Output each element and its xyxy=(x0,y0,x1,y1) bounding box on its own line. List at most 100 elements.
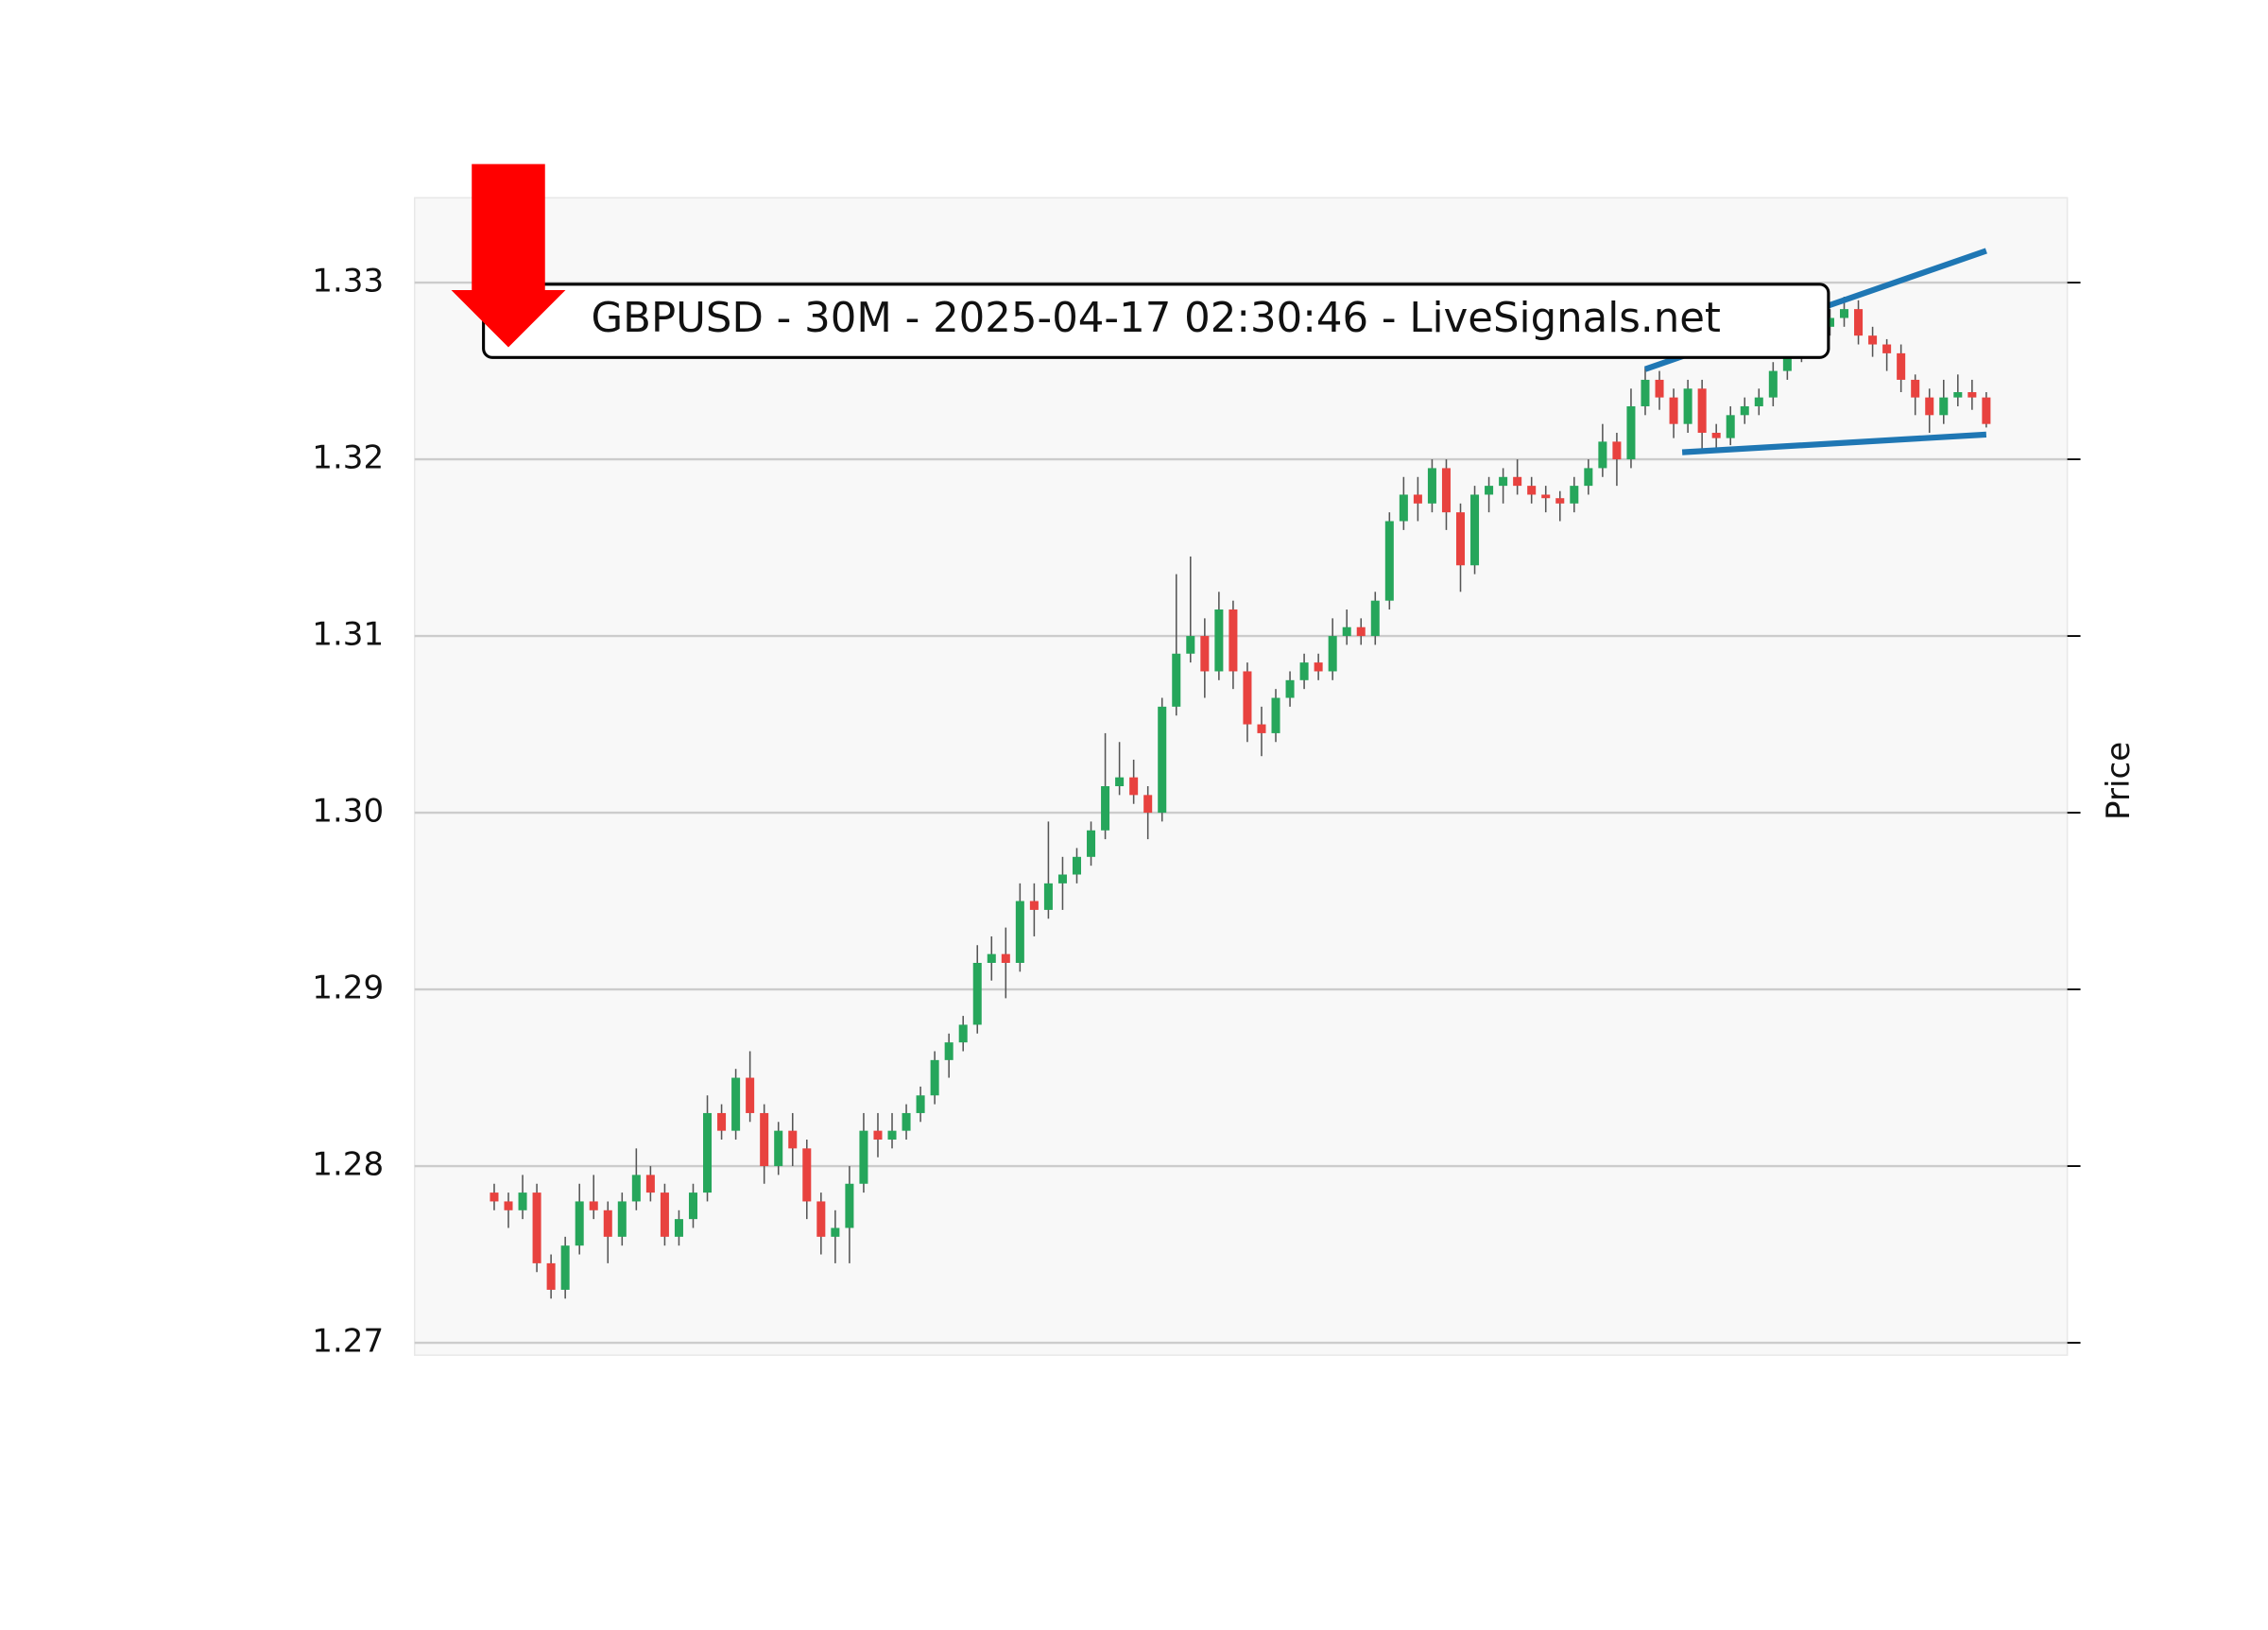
candle-body xyxy=(1939,397,1949,416)
candle-body xyxy=(1101,786,1110,831)
candle-body xyxy=(1399,494,1408,522)
candle-body xyxy=(1655,379,1664,398)
candle-body xyxy=(1882,344,1892,353)
y-tick-label: 1.31 xyxy=(312,616,384,654)
candle-body xyxy=(731,1077,741,1131)
candle-body xyxy=(1584,468,1593,487)
candle-body xyxy=(1911,379,1920,398)
candle-body xyxy=(660,1192,669,1237)
candle-body xyxy=(1982,397,1991,424)
candle-body xyxy=(774,1130,783,1167)
candle-body xyxy=(1840,309,1849,318)
candle-body xyxy=(532,1192,541,1263)
candle-body xyxy=(1384,521,1394,601)
candle-body xyxy=(1342,626,1351,637)
candle-body xyxy=(1455,512,1466,566)
candle-body xyxy=(1925,397,1934,416)
candle-body xyxy=(1754,397,1763,406)
candle-body xyxy=(1285,679,1295,698)
candle-body xyxy=(816,1201,826,1237)
candle-body xyxy=(788,1130,798,1149)
candle-body xyxy=(1683,388,1692,424)
chart-title: GBPUSD - 30M - 2025-04-17 02:30:46 - Liv… xyxy=(592,295,1721,342)
candle-body xyxy=(603,1210,612,1237)
candle-body xyxy=(645,1175,655,1193)
candle-body xyxy=(873,1130,883,1140)
candle-body xyxy=(1072,856,1082,875)
candle-body xyxy=(1626,405,1636,460)
candle-body xyxy=(1186,636,1195,654)
candle-body xyxy=(1356,626,1366,637)
candle-body xyxy=(1499,476,1508,487)
candle-body xyxy=(1057,874,1067,884)
candle-body xyxy=(1043,883,1053,910)
candles xyxy=(490,297,1991,1299)
candle-body xyxy=(1257,724,1266,733)
candle-body xyxy=(1470,494,1480,566)
candle-body xyxy=(546,1262,556,1290)
candle-body xyxy=(958,1024,968,1043)
candle-body xyxy=(859,1130,868,1184)
grid: 1.27 1.28 1.29 1.30 1.31 1.32 1.33 xyxy=(312,263,2081,1361)
candle-body xyxy=(1370,600,1380,637)
candle-body xyxy=(1441,468,1451,513)
candle-body xyxy=(1953,392,1963,398)
candle-body xyxy=(1527,486,1537,495)
candle-body xyxy=(944,1042,954,1060)
candle-body xyxy=(1570,486,1579,504)
y-tick-label: 1.30 xyxy=(312,793,384,831)
candle-body xyxy=(674,1219,683,1237)
candle-body xyxy=(746,1077,755,1113)
candle-body xyxy=(1271,697,1280,733)
signal-arrow xyxy=(451,163,566,348)
candle-body xyxy=(1314,662,1323,672)
candle-body xyxy=(1129,777,1139,796)
candle-body xyxy=(717,1112,727,1131)
candle-body xyxy=(1143,795,1153,814)
candle-body xyxy=(1726,415,1735,438)
candle-body xyxy=(916,1095,925,1113)
candle-body xyxy=(1029,901,1039,910)
candle-body xyxy=(490,1192,499,1202)
candle-body xyxy=(1782,352,1792,371)
candle-body xyxy=(1555,498,1565,504)
y-tick-label: 1.33 xyxy=(312,263,384,300)
candle-body xyxy=(887,1130,897,1140)
candle-body xyxy=(802,1148,812,1202)
y-tick-label: 1.32 xyxy=(312,439,384,477)
candle-body xyxy=(1768,370,1778,398)
trendline xyxy=(1681,431,1987,455)
candle-body xyxy=(987,953,996,964)
candle-body xyxy=(1897,352,1906,380)
candle-body xyxy=(703,1112,713,1193)
candle-body xyxy=(1740,405,1749,416)
candle-body xyxy=(1214,609,1224,672)
y-tick-label: 1.29 xyxy=(312,969,384,1007)
y-axis-label: Price xyxy=(2100,742,2138,820)
candle-body xyxy=(972,963,982,1025)
candle-body xyxy=(1697,388,1707,434)
candle-body xyxy=(930,1059,939,1096)
candle-body xyxy=(1299,662,1309,680)
candle-body xyxy=(1087,830,1096,857)
candle-body xyxy=(1641,379,1650,406)
candle-body xyxy=(504,1201,513,1210)
candle-body xyxy=(1228,609,1238,672)
candle-body xyxy=(1541,494,1551,499)
candle-body xyxy=(688,1192,698,1220)
candle-body xyxy=(589,1201,598,1210)
candle-body xyxy=(1427,468,1436,504)
candle-body xyxy=(1158,706,1167,814)
candle-body xyxy=(1328,636,1337,672)
candle-body xyxy=(1868,335,1878,345)
candle-body xyxy=(1413,494,1422,504)
candle-body xyxy=(1612,441,1622,460)
plot-area xyxy=(413,197,2069,1356)
candle-body xyxy=(1172,653,1181,707)
candle-body xyxy=(1015,901,1024,964)
candle-body xyxy=(1243,671,1252,725)
candle-body xyxy=(575,1201,584,1246)
candle-body xyxy=(1485,486,1494,495)
candle-body xyxy=(631,1175,641,1202)
